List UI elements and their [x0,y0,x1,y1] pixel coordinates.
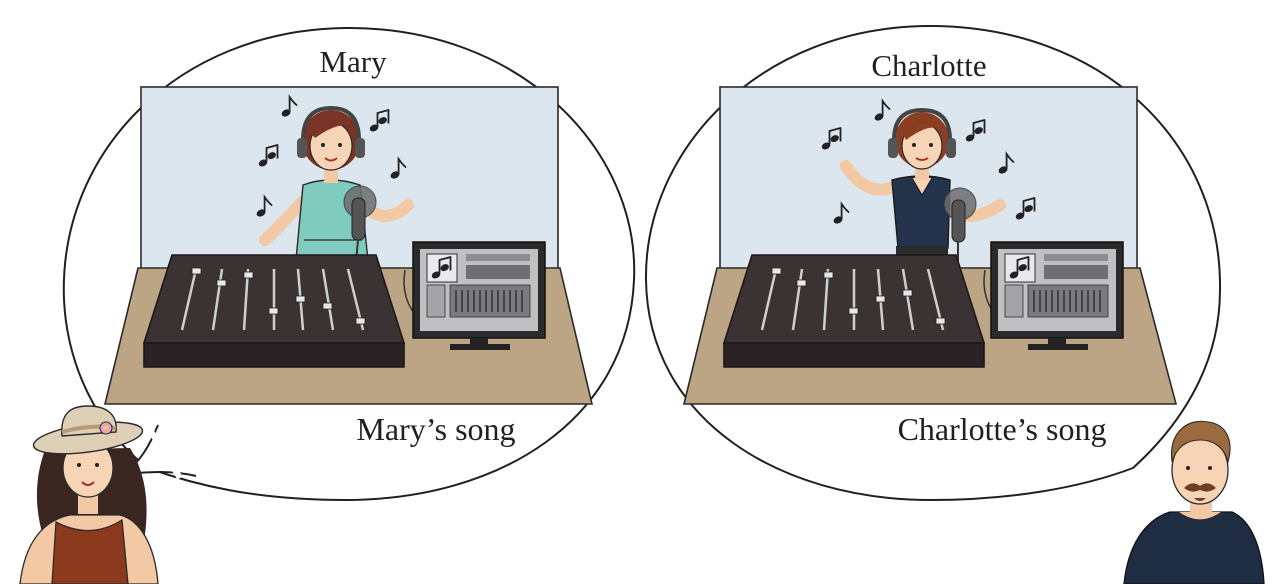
singer-mary-figure [259,105,414,263]
audio-mixer-console [722,254,986,368]
song-caption-label: Mary’s song [356,411,515,447]
woman-with-sun-hat-icon [19,405,159,584]
thought-bubble-charlotte: Charlotte Charlotte’s song [644,24,1222,502]
man-with-mustache-icon [1123,420,1265,584]
singer-charlotte-figure [840,107,1006,262]
singer-name-label: Charlotte [871,48,986,83]
audio-mixer-console [142,254,406,368]
computer-monitor [983,241,1124,350]
song-caption-label: Charlotte’s song [898,411,1107,447]
computer-monitor [403,241,546,350]
thought-bubble-mary: Mary Mary’s song [62,26,636,502]
singer-name-label: Mary [319,44,387,79]
